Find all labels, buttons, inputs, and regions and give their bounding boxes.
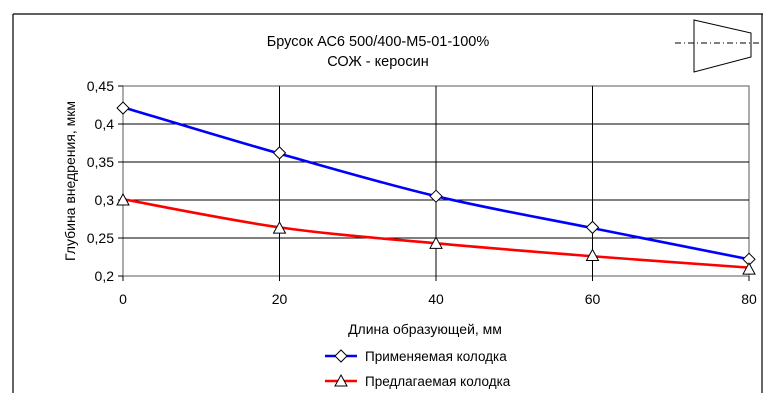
x-tick-label: 40 xyxy=(428,291,444,307)
data-point-triangle xyxy=(742,262,756,275)
y-tick-label: 0,25 xyxy=(87,230,114,246)
y-axis-ticks: 0,2 0,25 0,3 0,35 0,4 0,45 xyxy=(87,78,123,284)
legend-marker-triangle xyxy=(334,373,348,387)
y-tick-label: 0,4 xyxy=(95,116,115,132)
legend-label-1: Предлагаемая колодка xyxy=(365,374,511,389)
legend-item-1: Предлагаемая колодка xyxy=(325,373,511,389)
x-axis-ticks: 0 20 40 60 80 xyxy=(119,276,757,307)
data-point-diamond xyxy=(116,101,130,115)
data-point-diamond xyxy=(272,146,287,160)
legend-item-0: Применяемая колодка xyxy=(325,349,507,364)
bar-profile-sketch xyxy=(675,19,762,73)
y-tick-label: 0,3 xyxy=(95,192,115,208)
legend-label-0: Применяемая колодка xyxy=(365,349,507,364)
data-point-diamond xyxy=(585,220,600,235)
y-axis-label: Глубина внедрения, мкм xyxy=(62,101,78,261)
y-tick-label: 0,2 xyxy=(95,268,115,284)
legend: Применяемая колодка Предлагаемая колодка xyxy=(325,349,511,389)
data-point-triangle xyxy=(116,192,130,206)
chart-subtitle: СОЖ - керосин xyxy=(327,54,428,70)
legend-marker-diamond xyxy=(334,349,348,363)
x-tick-label: 80 xyxy=(741,291,757,307)
chart-title: Брусок АС6 500/400-М5-01-100% xyxy=(267,34,490,50)
x-tick-label: 0 xyxy=(119,291,127,307)
data-point-diamond xyxy=(429,189,443,203)
x-tick-label: 20 xyxy=(272,291,288,307)
x-axis-label: Длина образующей, мм xyxy=(348,321,502,337)
data-point-triangle xyxy=(585,248,600,261)
data-point-triangle xyxy=(272,221,287,234)
series-markers xyxy=(116,101,756,275)
y-tick-label: 0,45 xyxy=(87,78,114,94)
y-tick-label: 0,35 xyxy=(87,154,114,170)
x-tick-label: 60 xyxy=(585,291,601,307)
data-point-triangle xyxy=(429,236,443,249)
